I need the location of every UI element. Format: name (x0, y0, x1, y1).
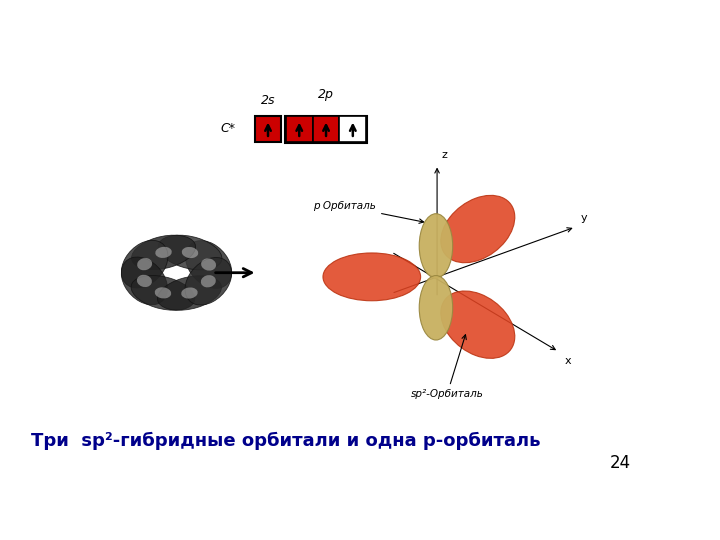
FancyBboxPatch shape (312, 116, 339, 142)
Ellipse shape (419, 275, 453, 340)
Ellipse shape (121, 257, 168, 305)
FancyBboxPatch shape (339, 116, 366, 142)
Text: sp²-Орбиталь: sp²-Орбиталь (410, 335, 484, 399)
Text: 2p: 2p (318, 87, 334, 100)
Ellipse shape (201, 275, 216, 287)
FancyBboxPatch shape (255, 116, 282, 142)
Text: C*: C* (220, 122, 235, 135)
Text: 24: 24 (610, 454, 631, 472)
Text: Три  sp²-гибридные орбитали и одна р-орбиталь: Три sp²-гибридные орбитали и одна р-орби… (30, 432, 540, 450)
Text: р Орбиталь: р Орбиталь (313, 201, 423, 224)
Ellipse shape (441, 291, 515, 359)
Ellipse shape (158, 235, 222, 270)
Ellipse shape (441, 195, 515, 263)
Ellipse shape (158, 276, 222, 310)
Ellipse shape (186, 241, 232, 288)
Ellipse shape (131, 275, 195, 310)
Text: y: y (581, 213, 588, 223)
Ellipse shape (323, 253, 420, 301)
Ellipse shape (155, 287, 171, 299)
Ellipse shape (132, 235, 196, 269)
Text: 2s: 2s (261, 94, 275, 107)
Ellipse shape (185, 258, 232, 305)
Ellipse shape (122, 240, 168, 288)
Ellipse shape (201, 258, 216, 271)
Ellipse shape (419, 214, 453, 278)
Ellipse shape (181, 287, 198, 299)
Ellipse shape (137, 258, 152, 270)
FancyBboxPatch shape (286, 116, 312, 142)
Ellipse shape (137, 275, 152, 287)
Ellipse shape (181, 247, 198, 258)
Text: x: x (564, 356, 571, 366)
Ellipse shape (156, 247, 172, 258)
Text: z: z (441, 151, 447, 160)
